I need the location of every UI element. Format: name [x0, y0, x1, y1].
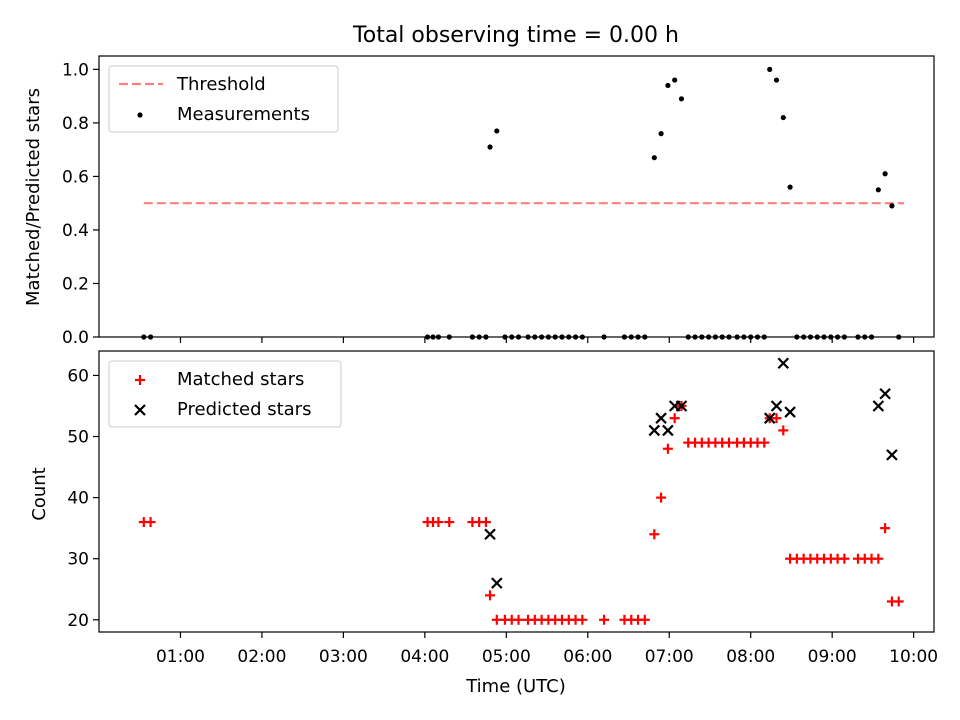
predicted-legend-swatch [134, 404, 146, 416]
y-tick-label: 0.8 [62, 114, 89, 134]
measurement-point [672, 77, 678, 83]
matched-star-point [649, 529, 660, 540]
measurement-point [875, 187, 881, 193]
matched-star-point [485, 590, 496, 601]
matched-star-point [893, 596, 904, 607]
measurement-point [773, 77, 780, 83]
y-tick-label: 1.0 [62, 60, 89, 80]
measurement-point [651, 155, 657, 161]
count-plot-area [138, 357, 904, 625]
predicted-star-point [770, 400, 783, 412]
matched-star-point [444, 517, 455, 528]
measurement-point [494, 128, 500, 134]
predicted-star-point [648, 424, 661, 437]
predicted-legend-label: Predicted stars [177, 399, 311, 420]
measurement-point [665, 82, 671, 89]
matched-star-point [639, 614, 650, 625]
matched-star-point [778, 425, 789, 436]
ratio-legend-box [108, 65, 339, 133]
measurement-point [787, 184, 793, 190]
y-tick-label: 0.6 [62, 167, 89, 187]
count-y-axis: 20 30 40 50 60 [67, 366, 99, 631]
y-tick-label: 0.2 [62, 274, 89, 294]
x-tick-label: 09:00 [808, 647, 857, 667]
matched-star-point [599, 614, 610, 625]
ratio-axes-frame [98, 55, 935, 338]
ratio-panel: 0.0 0.2 0.4 0.6 0.8 1.0 Matched/Predicted sta… [23, 55, 935, 348]
measurements-legend-swatch [137, 112, 143, 118]
x-tick-label: 01:00 [156, 647, 205, 667]
predicted-star-point [484, 528, 496, 541]
predicted-star-point [784, 406, 796, 418]
measurement-point [658, 131, 664, 137]
ratio-legend: Threshold Measurements [108, 65, 339, 133]
y-tick-label: 0.0 [62, 328, 89, 348]
matched-star-point [839, 553, 850, 564]
count-y-axis-label: Count [29, 467, 50, 520]
matched-star-point [480, 517, 491, 528]
measurement-point [487, 144, 493, 150]
matched-legend-swatch [135, 375, 145, 385]
predicted-legend-marker [134, 404, 146, 416]
ratio-y-axis: 0.0 0.2 0.4 0.6 0.8 1.0 [62, 60, 99, 348]
predicted-star-point [777, 357, 790, 369]
ratio-y-axis-label: Matched/Predicted stars [23, 88, 44, 306]
matched-star-point [873, 553, 884, 564]
chart-title: Total observing time = 0.00 h [352, 23, 679, 48]
predicted-star-point [886, 449, 898, 461]
x-tick-label: 03:00 [319, 647, 368, 667]
matched-star-point [433, 517, 444, 528]
count-panel: 20 30 40 50 60 01:00 02:00 03:00 04:00 05:00 06:0… [29, 350, 938, 697]
matched-star-point [577, 614, 588, 625]
measurement-point [882, 171, 888, 177]
y-tick-label: 20 [67, 611, 89, 631]
threshold-legend-label: Threshold [176, 74, 266, 95]
matched-star-point [759, 437, 770, 448]
predicted-star-point [879, 387, 891, 400]
matched-star-point [669, 413, 680, 424]
measurement-point [678, 96, 685, 102]
x-tick-label: 07:00 [645, 647, 694, 667]
matched-star-point [771, 413, 782, 424]
x-axis-label: Time (UTC) [465, 676, 566, 697]
matched-star-point [145, 517, 156, 528]
y-tick-label: 40 [67, 489, 89, 509]
measurements-legend-label: Measurements [177, 104, 310, 125]
matched-star-point [662, 443, 673, 454]
matched-legend-label: Matched stars [177, 369, 304, 390]
count-axes-frame [98, 350, 935, 633]
predicted-star-point [763, 412, 776, 424]
measurement-point [780, 114, 786, 121]
y-tick-label: 0.4 [62, 221, 89, 241]
predicted-star-point [675, 400, 688, 412]
x-tick-label: 10:00 [889, 647, 938, 667]
measurement-point [767, 66, 773, 72]
count-legend: Matched stars Predicted stars [108, 360, 342, 428]
count-x-axis: 01:00 02:00 03:00 04:00 05:00 06:00 07:00 08:00… [156, 632, 938, 667]
x-tick-label: 08:00 [726, 647, 775, 667]
predicted-star-point [662, 424, 674, 437]
matched-star-point [656, 492, 667, 503]
x-tick-label: 05:00 [482, 647, 531, 667]
matched-star-point [880, 523, 891, 534]
matched-legend-marker [135, 375, 145, 385]
predicted-star-point [655, 412, 667, 424]
y-tick-label: 50 [67, 428, 89, 448]
predicted-star-point [872, 400, 885, 412]
matched-star-point [513, 614, 524, 625]
y-tick-label: 60 [67, 366, 89, 386]
x-tick-label: 02:00 [237, 647, 286, 667]
measurement-point [889, 203, 895, 209]
x-tick-label: 06:00 [563, 647, 612, 667]
x-tick-label: 04:00 [400, 647, 449, 667]
predicted-star-point [491, 577, 503, 589]
y-tick-label: 30 [67, 550, 89, 570]
count-legend-box [108, 360, 342, 428]
